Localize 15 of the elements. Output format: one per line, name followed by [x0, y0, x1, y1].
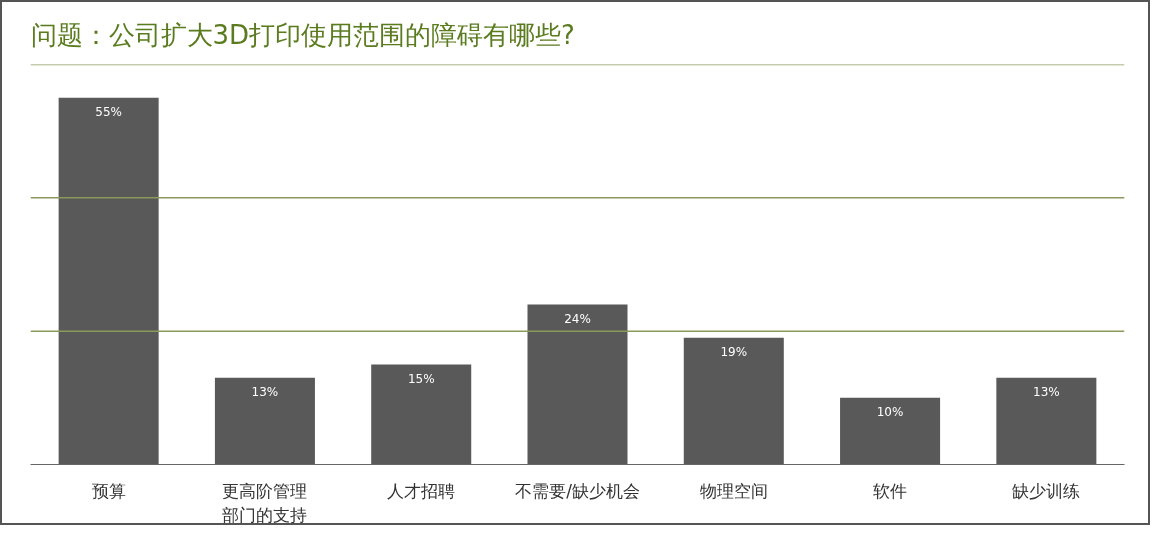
x-tick-label: 预算: [91, 480, 126, 501]
data-label: 13%: [251, 384, 279, 399]
x-tick-label: 不需要/缺少机会: [515, 480, 640, 501]
data-label: 13%: [1033, 384, 1060, 399]
x-tick-label: 软件: [873, 480, 908, 501]
x-tick-label: 物理空间: [699, 480, 768, 501]
chart-title: 问题：公司扩大3D打印使用范围的障碍有哪些?: [30, 19, 575, 50]
data-label: 10%: [876, 404, 904, 419]
data-label: 19%: [720, 344, 748, 359]
data-label: 55%: [95, 104, 122, 119]
x-tick-label: 缺少训练: [1012, 480, 1081, 501]
data-label: 15%: [407, 371, 435, 386]
x-tick-label: 人才招聘: [387, 480, 456, 501]
x-tick-label: 更高阶管理部门的支持: [222, 480, 308, 525]
data-label: 24%: [564, 311, 591, 326]
